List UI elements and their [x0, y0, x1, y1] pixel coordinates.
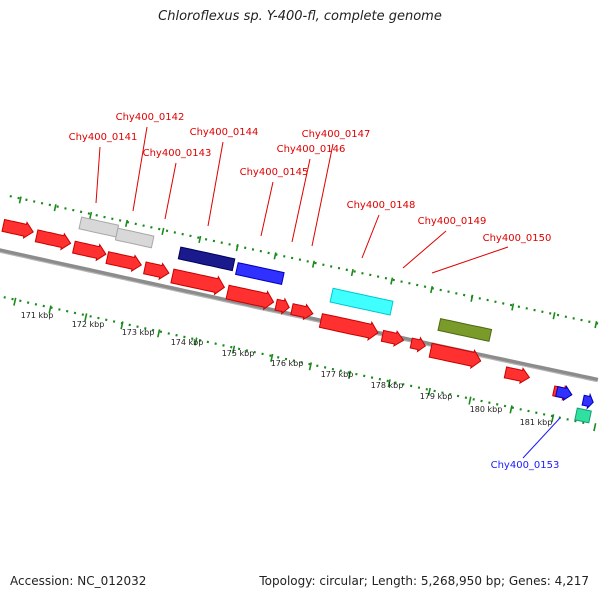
- track-dash: [273, 252, 277, 260]
- track-dash: [18, 196, 22, 204]
- gene-feature-red: [225, 284, 275, 311]
- track-dash: [387, 379, 391, 388]
- track-dash: [161, 227, 165, 235]
- gene-label: Chy400_0144: [190, 127, 259, 138]
- tick-label: 171 kbp: [21, 311, 54, 320]
- gene-feature-light-gray: [114, 227, 155, 249]
- leader-line: [361, 214, 380, 259]
- gene-feature-light-gray: [78, 216, 120, 238]
- genome-summary: Topology: circular; Length: 5,268,950 bp…: [259, 574, 589, 588]
- gene-feature-cyan: [329, 287, 394, 316]
- gene-feature-blue: [235, 262, 285, 285]
- leader-line: [291, 158, 311, 243]
- scale-ticks: 171 kbp 172 kbp 173 kbp 174 kbp 175 kbp 176 k…: [21, 311, 553, 427]
- track-dash: [594, 321, 598, 329]
- gene-label: Chy400_0145: [240, 167, 309, 178]
- gene-feature-blue: [581, 392, 594, 410]
- gene-feature-navy: [177, 246, 236, 272]
- tick-label: 174 kbp: [171, 338, 204, 347]
- track-dash: [511, 303, 515, 311]
- leader-line: [207, 141, 224, 227]
- genome-title: Chloroflexus sp. Y-400-fl, complete geno…: [158, 9, 442, 24]
- gene-label: Chy400_0142: [116, 112, 185, 123]
- tick-label: 175 kbp: [222, 349, 255, 358]
- leader-line: [402, 230, 447, 269]
- track-dash: [347, 370, 352, 379]
- track-dash: [468, 396, 472, 405]
- leader-line: [95, 146, 101, 204]
- tick-label: 176 kbp: [271, 359, 304, 368]
- track-dash: [509, 405, 513, 414]
- gene-label: Chy400_0141: [69, 132, 138, 143]
- gene-feature-red: [503, 366, 531, 385]
- gene-label: Chy400_0148: [347, 200, 416, 211]
- track-dash: [48, 305, 52, 314]
- accession-text: Accession: NC_012032: [10, 574, 147, 588]
- gene-label: Chy400_0146: [277, 144, 346, 155]
- tick-label: 180 kbp: [470, 405, 503, 414]
- features: [1, 216, 594, 424]
- gene-label: Chy400_0143: [143, 148, 212, 159]
- track-dash: [270, 353, 274, 363]
- gene-label: Chy400_0147: [302, 129, 371, 140]
- gene-feature-blue: [555, 385, 573, 402]
- leader-line: [311, 143, 334, 247]
- label-leaders: [95, 126, 561, 459]
- track-dash: [308, 362, 313, 371]
- leader-line: [164, 162, 177, 220]
- gene-feature-red: [72, 240, 107, 262]
- gene-feature-teal: [574, 407, 592, 424]
- track-dash: [194, 337, 198, 346]
- track-dash: [53, 204, 57, 212]
- backbone-highlight: [0, 251, 598, 383]
- gene-label: Chy400_0153: [491, 460, 560, 471]
- track-dash: [552, 312, 556, 320]
- track-dash: [350, 268, 354, 277]
- leader-line: [132, 126, 148, 212]
- track-dash: [120, 321, 124, 330]
- track-dash: [427, 387, 431, 396]
- track-dash: [390, 277, 394, 285]
- track-dash: [84, 313, 88, 322]
- gene-feature-red: [380, 329, 405, 347]
- gene-feature-red: [34, 229, 72, 251]
- leader-line: [522, 417, 561, 459]
- leader-line: [260, 181, 274, 237]
- track-dash: [231, 345, 236, 354]
- track-dash: [89, 211, 93, 220]
- gene-feature-olive: [437, 318, 493, 342]
- gene-feature-red: [143, 261, 170, 281]
- track-dash: [124, 219, 129, 227]
- gene-labels: Chy400_0141 Chy400_0142 Chy400_0143 Chy400_…: [69, 112, 560, 471]
- gene-feature-red: [409, 336, 426, 353]
- tick-label: 178 kbp: [371, 381, 404, 390]
- tick-label: 173 kbp: [122, 328, 155, 337]
- tick-label: 177 kbp: [321, 370, 354, 379]
- tick-label: 172 kbp: [72, 320, 105, 329]
- track-dash: [13, 297, 17, 306]
- gene-feature-red: [290, 303, 314, 321]
- tick-label: 181 kbp: [520, 418, 553, 427]
- track-dash: [593, 423, 597, 432]
- gene-feature-red: [274, 297, 290, 315]
- tick-label: 179 kbp: [420, 392, 453, 401]
- track-dash: [198, 235, 202, 244]
- gene-feature-red: [318, 313, 379, 342]
- track-dash: [551, 414, 555, 423]
- track-dash: [311, 260, 315, 268]
- track-dash: [470, 294, 474, 302]
- track-dash: [157, 329, 161, 338]
- track-dash: [430, 285, 434, 294]
- gene-feature-red: [428, 342, 482, 370]
- gene-label: Chy400_0150: [483, 233, 552, 244]
- gene-feature-red: [1, 218, 34, 240]
- leader-line: [431, 246, 509, 274]
- gene-feature-red: [170, 268, 226, 296]
- gene-label: Chy400_0149: [418, 216, 487, 227]
- track-dash: [235, 244, 239, 252]
- gene-feature-red: [105, 251, 142, 273]
